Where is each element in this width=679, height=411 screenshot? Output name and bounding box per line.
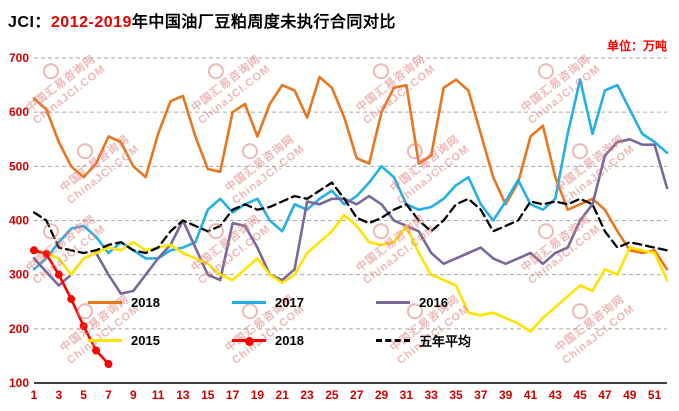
legend-line-sample <box>88 339 122 342</box>
x-tick-label: 45 <box>573 388 587 402</box>
x-tick-label: 11 <box>152 388 165 402</box>
legend-label: 2015 <box>131 333 160 348</box>
series-marker <box>30 246 38 255</box>
x-tick-label: 35 <box>449 388 463 402</box>
title-suffix: 年中国油厂豆粕周度未执行合同对比 <box>131 14 396 31</box>
y-axis-labels: 100 200 300 400 500 600 700 <box>9 51 29 390</box>
unit-label: 单位：万吨 <box>606 39 667 53</box>
legend-line-sample <box>232 301 266 304</box>
series-line-0-2018 <box>32 75 669 271</box>
series-lines <box>30 75 669 369</box>
y-tick-label: 300 <box>9 268 29 282</box>
series-line-2-2016 <box>32 138 669 295</box>
x-tick-label: 37 <box>474 388 488 402</box>
x-tick-label: 49 <box>623 388 637 402</box>
legend-item-2017: 2017 <box>232 295 376 310</box>
y-tick-label: 500 <box>9 159 29 173</box>
legend-line-sample <box>376 301 410 304</box>
y-tick-label: 600 <box>9 105 29 119</box>
series-marker <box>67 295 76 304</box>
legend-label: 2018 <box>275 333 304 348</box>
legend-line-sample <box>232 337 266 346</box>
legend-item-2018-orange: 2018 <box>88 295 232 310</box>
x-tick-label: 7 <box>105 388 112 402</box>
legend-label: 五年平均 <box>419 334 472 349</box>
legend-line-sample <box>88 301 122 304</box>
legend-item-2018-red: 2018 <box>232 331 376 350</box>
x-tick-label: 1 <box>31 388 38 402</box>
x-tick-label: 9 <box>130 388 137 402</box>
legend-label: 2016 <box>419 295 448 310</box>
x-tick-label: 39 <box>499 388 513 402</box>
x-axis-labels: 1 3 5 7 9 11 13 15 17 19 21 23 25 27 29 31 33 35 37 39 41 43 4… <box>31 388 662 402</box>
x-tick-label: 29 <box>375 388 389 402</box>
y-tick-label: 100 <box>9 376 29 390</box>
x-tick-label: 27 <box>350 388 364 402</box>
page-title: JCI：2012-2019年中国油厂豆粕周度未执行合同对比 <box>8 8 396 32</box>
x-tick-label: 47 <box>598 388 612 402</box>
title-year-range: 2012-2019 <box>50 14 132 31</box>
legend: 2018 2017 2016 2015 2018 五年平均 <box>88 295 520 371</box>
x-tick-label: 21 <box>276 388 290 402</box>
series-marker <box>92 346 101 355</box>
legend-item-2016: 2016 <box>376 295 520 310</box>
x-tick-label: 51 <box>648 388 662 402</box>
x-tick-label: 19 <box>251 388 265 402</box>
x-tick-label: 41 <box>524 388 538 402</box>
legend-marker-dot <box>245 337 254 346</box>
x-tick-label: 17 <box>226 388 240 402</box>
x-tick-label: 33 <box>424 388 438 402</box>
series-marker <box>104 360 113 369</box>
legend-line-sample <box>376 339 410 342</box>
series-marker <box>42 250 51 259</box>
legend-label: 2018 <box>131 295 160 310</box>
y-tick-label: 400 <box>9 214 29 228</box>
y-tick-label: 700 <box>9 51 29 65</box>
x-tick-label: 5 <box>80 388 87 402</box>
series-marker <box>79 322 88 331</box>
x-tick-label: 43 <box>549 388 563 402</box>
series-line-3-2015 <box>32 213 669 333</box>
x-tick-label: 23 <box>300 388 314 402</box>
legend-label: 2017 <box>275 295 304 310</box>
legend-item-2015: 2015 <box>88 331 232 350</box>
series-marker <box>54 270 63 279</box>
x-tick-label: 31 <box>400 388 414 402</box>
legend-row-1: 2018 2017 2016 <box>88 295 520 310</box>
x-tick-label: 25 <box>325 388 339 402</box>
x-tick-label: 13 <box>176 388 190 402</box>
y-tick-label: 200 <box>9 322 29 336</box>
x-tick-label: 15 <box>201 388 215 402</box>
x-tick-label: 3 <box>55 388 62 402</box>
title-prefix: JCI： <box>8 14 51 31</box>
series-line-4-五年平均 <box>32 181 669 255</box>
legend-row-2: 2015 2018 五年平均 <box>88 331 520 350</box>
legend-item-five-year-average: 五年平均 <box>376 331 520 350</box>
